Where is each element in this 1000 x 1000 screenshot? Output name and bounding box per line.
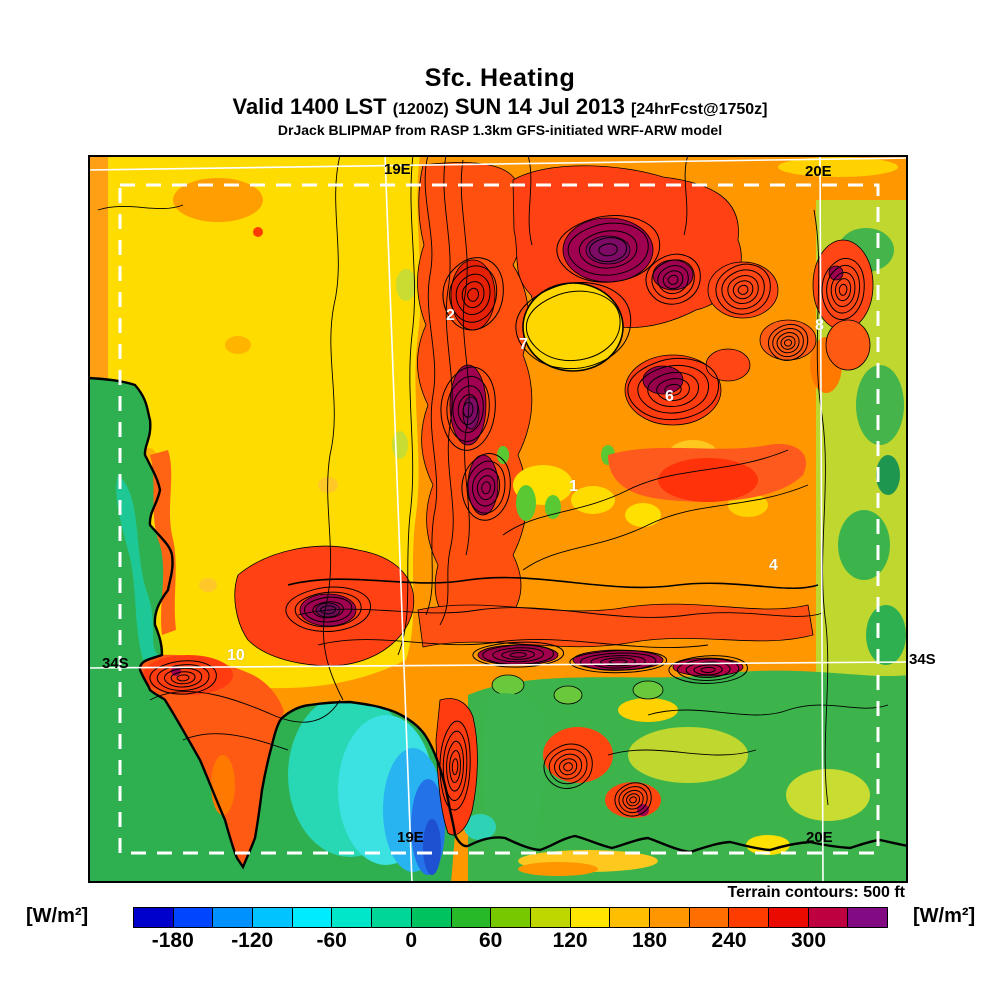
colorbar bbox=[133, 907, 888, 928]
colorbar-tick: 180 bbox=[632, 929, 668, 952]
coordinate-label: 34S bbox=[909, 651, 936, 668]
colorbar-segment bbox=[213, 908, 254, 927]
colorbar-segment bbox=[134, 908, 174, 927]
colorbar-segment bbox=[173, 908, 214, 927]
colorbar-tick: -120 bbox=[231, 929, 274, 952]
colorbar-segment bbox=[769, 908, 809, 927]
colorbar-unit-left: [W/m²] bbox=[26, 905, 89, 927]
map-canvas bbox=[88, 155, 908, 883]
terrain-contours bbox=[97, 155, 889, 806]
colorbar-ticks: -180 -120 -60 0 60 120 180 240 300 bbox=[133, 929, 888, 955]
valid-line: Valid 1400 LST (1200Z) SUN 14 Jul 2013 [… bbox=[0, 94, 1000, 120]
meridian-20e bbox=[819, 155, 824, 883]
valid-zulu: (1200Z) bbox=[392, 101, 449, 118]
valid-forecast: [24hrFcst@1750z] bbox=[630, 101, 768, 118]
colorbar-segment bbox=[570, 908, 611, 927]
coastline bbox=[88, 376, 908, 870]
colorbar-tick: 60 bbox=[478, 929, 503, 952]
colorbar-segment bbox=[729, 908, 769, 927]
model-line: DrJack BLIPMAP from RASP 1.3km GFS-initi… bbox=[277, 122, 723, 138]
colorbar-tick: 240 bbox=[711, 929, 747, 952]
colorbar-tick: 0 bbox=[405, 929, 417, 952]
colorbar-segment bbox=[808, 908, 849, 927]
graticule bbox=[88, 155, 908, 883]
colorbar-segment bbox=[292, 908, 333, 927]
colorbar-segment bbox=[689, 908, 730, 927]
page-title: Sfc. Heating bbox=[424, 64, 576, 92]
header: Sfc. Heating Valid 1400 LST (1200Z) SUN … bbox=[0, 64, 1000, 138]
colorbar-segment bbox=[372, 908, 412, 927]
colorbar-segment bbox=[332, 908, 373, 927]
midright-ridge bbox=[608, 444, 807, 502]
false-bay bbox=[288, 702, 445, 875]
colorbar-segment bbox=[451, 908, 492, 927]
colorbar-tick: 120 bbox=[552, 929, 588, 952]
colorbar-segment bbox=[649, 908, 690, 927]
colorbar-segment bbox=[411, 908, 452, 927]
forecast-map bbox=[88, 155, 908, 883]
colorbar-segment bbox=[491, 908, 531, 927]
colorbar-segment bbox=[530, 908, 571, 927]
domain-boundary bbox=[118, 183, 880, 855]
colorbar-segment bbox=[610, 908, 650, 927]
colorbar-segment bbox=[848, 908, 888, 927]
terrain-contours-note: Terrain contours: 500 ft bbox=[727, 884, 905, 901]
colorbar-tick: 300 bbox=[790, 929, 827, 952]
meridian-19e bbox=[384, 155, 413, 883]
valid-date: SUN 14 Jul 2013 bbox=[454, 94, 625, 119]
colorbar-tick: -180 bbox=[151, 929, 194, 952]
colorbar-segment bbox=[253, 908, 293, 927]
colorbar-tick: -60 bbox=[316, 929, 347, 952]
parallel-34s bbox=[88, 661, 908, 669]
parallel-33s bbox=[88, 157, 908, 171]
valid-time: Valid 1400 LST bbox=[232, 94, 387, 119]
westcoast-fringe bbox=[150, 450, 176, 635]
bay-east-terrain bbox=[435, 693, 661, 855]
southeast-plains bbox=[468, 670, 908, 883]
colorbar-unit-right: [W/m²] bbox=[913, 905, 976, 927]
map-frame bbox=[88, 155, 908, 883]
